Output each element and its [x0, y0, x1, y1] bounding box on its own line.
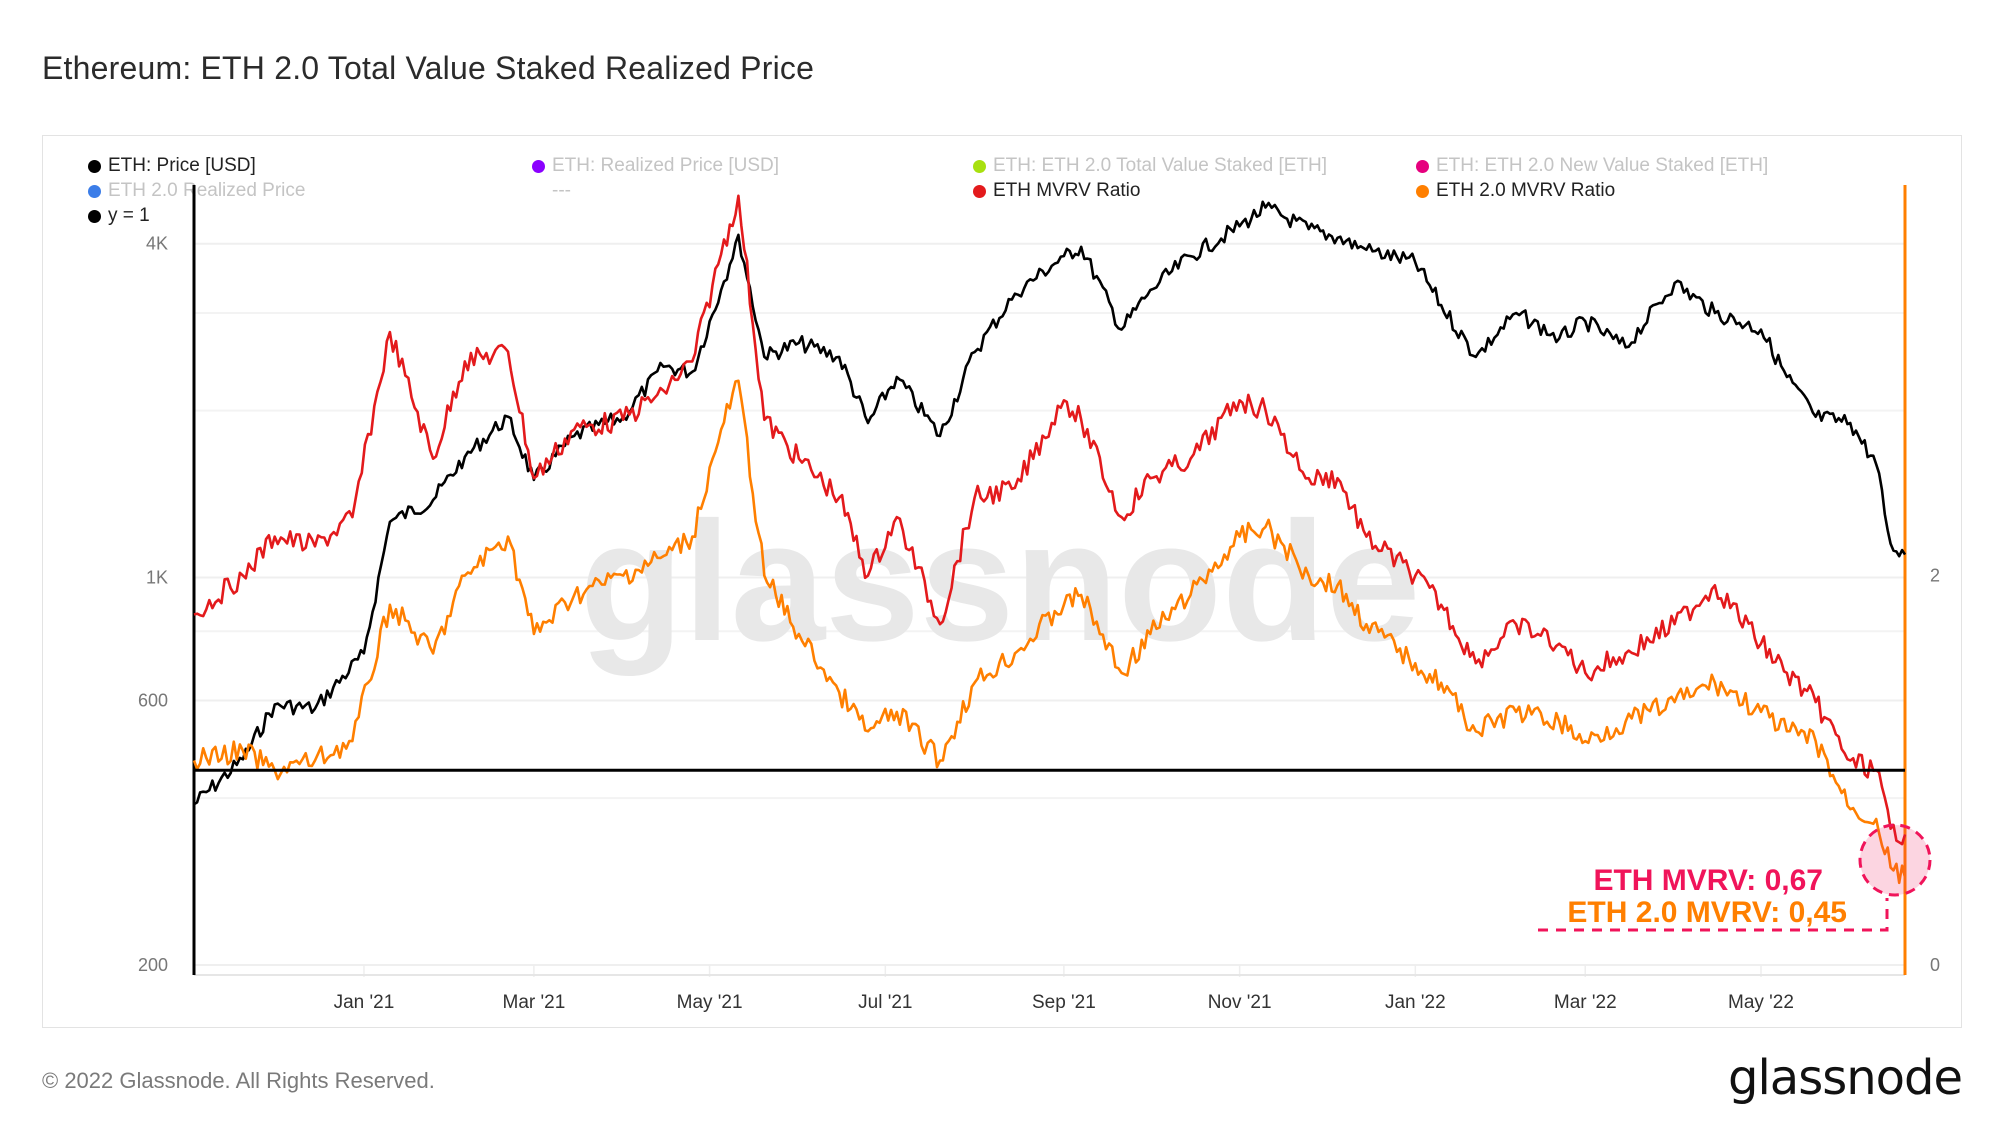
legend-label: ETH: ETH 2.0 New Value Staked [ETH] — [1436, 155, 1769, 176]
legend-dot-icon — [973, 184, 986, 198]
x-axis-tick-label: Jan '21 — [334, 992, 395, 1013]
legend-item[interactable]: ETH MVRV Ratio — [973, 180, 1140, 202]
legend-label: --- — [552, 180, 571, 201]
left-axis-tick-label: 600 — [138, 690, 168, 710]
x-axis-tick-label: Sep '21 — [1032, 992, 1096, 1013]
legend-item[interactable]: y = 1 — [88, 205, 150, 227]
legend-label: ETH MVRV Ratio — [993, 180, 1141, 201]
eth-mvrv-annotation: ETH MVRV: 0,67 — [1593, 864, 1823, 897]
copyright-footer: © 2022 Glassnode. All Rights Reserved. — [42, 1068, 435, 1093]
gridlines — [194, 242, 1905, 977]
x-axis-tick-label: Jul '21 — [858, 992, 912, 1013]
legend-item[interactable]: ETH 2.0 MVRV Ratio — [1416, 180, 1615, 202]
legend-dot-icon — [88, 209, 101, 223]
right-axis-tick-label: 0 — [1930, 955, 1940, 975]
legend-item[interactable]: ETH: ETH 2.0 New Value Staked [ETH] — [1416, 155, 1768, 177]
x-axis-tick-label: May '22 — [1728, 992, 1794, 1013]
x-axis-tick-label: Nov '21 — [1208, 992, 1272, 1013]
legend-dot-icon — [88, 184, 101, 198]
right-axis-tick-label: 2 — [1930, 566, 1940, 586]
x-axis-tick-label: Mar '22 — [1554, 992, 1617, 1013]
legend-dot-icon — [532, 159, 545, 173]
legend-label: ETH: ETH 2.0 Total Value Staked [ETH] — [993, 155, 1328, 176]
left-axis-tick-label: 4K — [146, 234, 168, 254]
eth2-mvrv-annotation: ETH 2.0 MVRV: 0,45 — [1567, 896, 1847, 929]
legend-dot-icon — [88, 159, 101, 173]
legend-label: ETH 2.0 MVRV Ratio — [1436, 180, 1616, 201]
legend-item[interactable]: ETH: Price [USD] — [88, 155, 256, 177]
legend-dot-icon — [1416, 184, 1429, 198]
legend-dot-icon — [973, 159, 986, 173]
legend-item[interactable]: ETH: Realized Price [USD] — [532, 155, 779, 177]
legend-item[interactable]: ETH 2.0 Realized Price — [88, 180, 305, 202]
legend-label: ETH: Price [USD] — [108, 155, 256, 176]
watermark: glassnode — [580, 487, 1421, 677]
legend-label: ETH: Realized Price [USD] — [552, 155, 780, 176]
highlight-circle — [1858, 823, 1932, 897]
eth-mvrv-ratio-line — [193, 194, 1907, 846]
left-axis-tick-label: 200 — [138, 955, 168, 975]
legend-item[interactable]: ETH: ETH 2.0 Total Value Staked [ETH] — [973, 155, 1327, 177]
legend-item[interactable]: --- — [552, 180, 571, 202]
eth-2-0-mvrv-ratio-line — [192, 379, 1907, 885]
annotation-dashed-leader — [1538, 898, 1889, 932]
chart-title: Ethereum: ETH 2.0 Total Value Staked Rea… — [42, 50, 815, 86]
x-axis-tick-label: Jan '22 — [1385, 992, 1446, 1013]
axes: 200 600 1K 4K Jan '21 Mar '21 May '21 Jul '21 Se… — [138, 185, 1940, 1013]
glassnode-logo[interactable]: glassnode — [1727, 1050, 1963, 1106]
x-axis-tick-label: Mar '21 — [503, 992, 566, 1013]
chart-container — [42, 135, 1962, 1028]
legend-dot-icon — [1416, 159, 1429, 173]
left-axis-tick-label: 1K — [146, 568, 168, 588]
series-group — [192, 194, 1907, 885]
eth-price-usd-line — [193, 200, 1907, 806]
legend-label: ETH 2.0 Realized Price — [108, 180, 306, 201]
legend-label: y = 1 — [108, 205, 150, 226]
x-axis-tick-label: May '21 — [677, 992, 743, 1013]
